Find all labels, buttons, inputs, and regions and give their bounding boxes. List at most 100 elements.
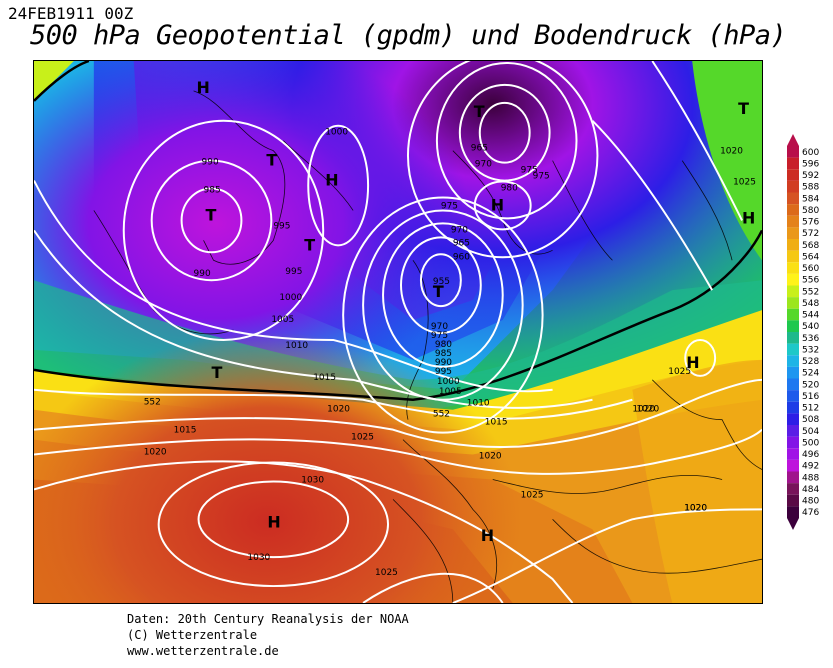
isobar-label: 1025 bbox=[668, 367, 691, 377]
legend-label: 560 bbox=[802, 264, 819, 274]
isobar-label: 1015 bbox=[313, 373, 336, 383]
isobar-label: 995 bbox=[273, 221, 290, 231]
legend-bottom-arrow bbox=[787, 518, 799, 530]
legend-swatch bbox=[787, 308, 799, 321]
legend-label: 524 bbox=[802, 369, 819, 379]
isobar-label: 1020 bbox=[632, 405, 655, 415]
isobar-label: 1000 bbox=[325, 128, 348, 138]
legend-swatch bbox=[787, 425, 799, 437]
isobar-label: 1025 bbox=[521, 490, 544, 500]
legend-swatch bbox=[787, 355, 799, 367]
legend-label: 548 bbox=[802, 299, 819, 309]
legend-swatch bbox=[787, 378, 799, 391]
legend-label: 592 bbox=[802, 171, 819, 181]
isobar-label: 975 bbox=[533, 172, 550, 182]
height-label: 552 bbox=[144, 398, 161, 408]
low-symbol: T bbox=[304, 235, 315, 254]
legend-label: 540 bbox=[802, 322, 819, 332]
legend-label: 516 bbox=[802, 392, 819, 402]
legend-label: 588 bbox=[802, 183, 819, 193]
legend-label: 600 bbox=[802, 148, 819, 158]
legend-swatch bbox=[787, 215, 799, 228]
legend-label: 488 bbox=[802, 473, 819, 483]
credit-data-source: Daten: 20th Century Reanalysis der NOAA bbox=[127, 612, 409, 626]
isobar-label: 975 bbox=[521, 166, 538, 176]
high-symbol: H bbox=[481, 526, 494, 545]
isobar-label: 975 bbox=[431, 331, 448, 341]
isobar-label: 1030 bbox=[301, 475, 324, 485]
legend-swatch bbox=[787, 436, 799, 449]
legend-swatch bbox=[787, 471, 799, 484]
isobar-label: 970 bbox=[475, 160, 492, 170]
isobar-label: 995 bbox=[285, 267, 302, 277]
isobar-label: 1005 bbox=[439, 387, 462, 397]
legend-swatch bbox=[787, 332, 799, 344]
low-symbol: T bbox=[206, 205, 217, 224]
legend-swatch bbox=[787, 204, 799, 216]
legend-label: 512 bbox=[802, 404, 819, 414]
legend-label: 536 bbox=[802, 334, 819, 344]
isobar-label: 1010 bbox=[285, 341, 308, 351]
isobar-label: 1025 bbox=[375, 568, 398, 578]
legend-swatch bbox=[787, 180, 799, 193]
legend-label: 544 bbox=[802, 311, 819, 321]
high-symbol: H bbox=[491, 195, 504, 214]
isobar-label: 1030 bbox=[247, 553, 270, 563]
high-symbol: H bbox=[325, 171, 338, 190]
isobar-label: 965 bbox=[471, 144, 488, 154]
credit-website[interactable]: www.wetterzentrale.de bbox=[127, 644, 279, 658]
legend-label: 484 bbox=[802, 485, 819, 495]
legend-swatch bbox=[787, 401, 799, 414]
legend-top-arrow bbox=[787, 134, 799, 146]
low-symbol: T bbox=[433, 282, 444, 301]
isobar-label: 1015 bbox=[485, 418, 508, 428]
legend-label: 480 bbox=[802, 497, 819, 507]
credit-copyright: (C) Wetterzentrale bbox=[127, 628, 258, 642]
legend-swatch bbox=[787, 262, 799, 274]
legend-swatch bbox=[787, 343, 799, 356]
legend-swatch bbox=[787, 239, 799, 251]
isobar-label: 980 bbox=[435, 340, 452, 350]
chart-title: 500 hPa Geopotential (gpdm) und Bodendru… bbox=[30, 20, 787, 51]
high-symbol: H bbox=[742, 208, 755, 227]
isobar-label: 955 bbox=[433, 277, 450, 287]
isobar-label: 995 bbox=[435, 367, 452, 377]
isobar-label: 1020 bbox=[720, 147, 743, 157]
legend-label: 504 bbox=[802, 427, 819, 437]
isobar-label: 970 bbox=[451, 225, 468, 235]
legend-swatch bbox=[787, 459, 799, 472]
legend-swatch bbox=[787, 506, 799, 518]
isobar-label: 985 bbox=[204, 186, 221, 196]
isobar-labels: 1000 990 985 995 995 990 1000 1005 1010 … bbox=[144, 128, 756, 578]
legend-label: 584 bbox=[802, 194, 819, 204]
legend-label: 500 bbox=[802, 438, 819, 448]
legend-label: 520 bbox=[802, 380, 819, 390]
legend-swatch bbox=[787, 483, 799, 495]
legend-label: 496 bbox=[802, 450, 819, 460]
pressure-centers: H T H T T T H T T H H H T H bbox=[197, 78, 756, 545]
isobar-label: 980 bbox=[501, 184, 518, 194]
isobar-label: 1020 bbox=[144, 448, 167, 458]
isobar-label: 1005 bbox=[271, 315, 294, 325]
isobar-label: 965 bbox=[453, 238, 470, 248]
low-symbol: T bbox=[212, 363, 223, 382]
legend-label: 492 bbox=[802, 462, 819, 472]
high-symbol: H bbox=[267, 512, 280, 531]
legend-label: 568 bbox=[802, 241, 819, 251]
legend-label: 552 bbox=[802, 287, 819, 297]
legend-swatch bbox=[787, 227, 799, 239]
legend-label: 476 bbox=[802, 508, 819, 518]
legend-swatch bbox=[787, 320, 799, 332]
isobar-label: 990 bbox=[202, 158, 219, 168]
legend-label: 580 bbox=[802, 206, 819, 216]
isobar-label: 985 bbox=[435, 349, 452, 359]
legend-swatch bbox=[787, 250, 799, 263]
isobar-label: 1010 bbox=[467, 399, 490, 409]
legend-label: 532 bbox=[802, 345, 819, 355]
isobar-label: 990 bbox=[194, 269, 211, 279]
legend-swatch bbox=[787, 366, 799, 379]
isobar-label: 1025 bbox=[351, 433, 374, 443]
legend-label: 564 bbox=[802, 252, 819, 262]
legend-swatch bbox=[787, 169, 799, 181]
